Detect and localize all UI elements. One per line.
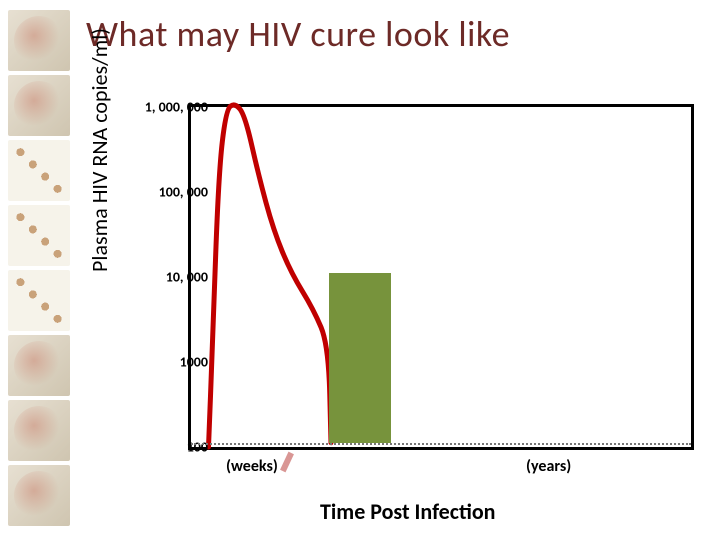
y-axis-label: Plasma HIV RNA copies/ml): [86, 0, 113, 300]
decorative-thumb: [8, 465, 70, 526]
decorative-thumb: [8, 75, 70, 136]
chart-frame: [188, 104, 694, 450]
x-tick-label: (weeks): [226, 457, 278, 476]
x-axis-label: Time Post Infection: [320, 498, 495, 525]
decorative-thumb: [8, 205, 70, 266]
y-tick-label: 100, 000: [128, 184, 208, 201]
decorative-thumb: [8, 335, 70, 396]
y-tick-label: 10, 000: [128, 269, 208, 286]
decorative-thumb: [8, 140, 70, 201]
slide-title: What may HIV cure look like: [86, 12, 510, 56]
viral-load-curve: [191, 107, 691, 447]
y-tick-label: 1, 000, 000: [128, 99, 208, 116]
x-tick-label: (years): [526, 457, 571, 476]
detection-threshold-line: [191, 443, 691, 445]
y-tick-label: 1000: [128, 354, 208, 371]
sidebar-image-strip: [8, 10, 73, 530]
decorative-thumb: [8, 400, 70, 461]
decorative-thumb: [8, 270, 70, 331]
y-tick-label: 100: [128, 439, 208, 456]
treatment-phase-block: [329, 273, 392, 443]
axis-break-mark: [280, 452, 294, 473]
decorative-thumb: [8, 10, 70, 71]
